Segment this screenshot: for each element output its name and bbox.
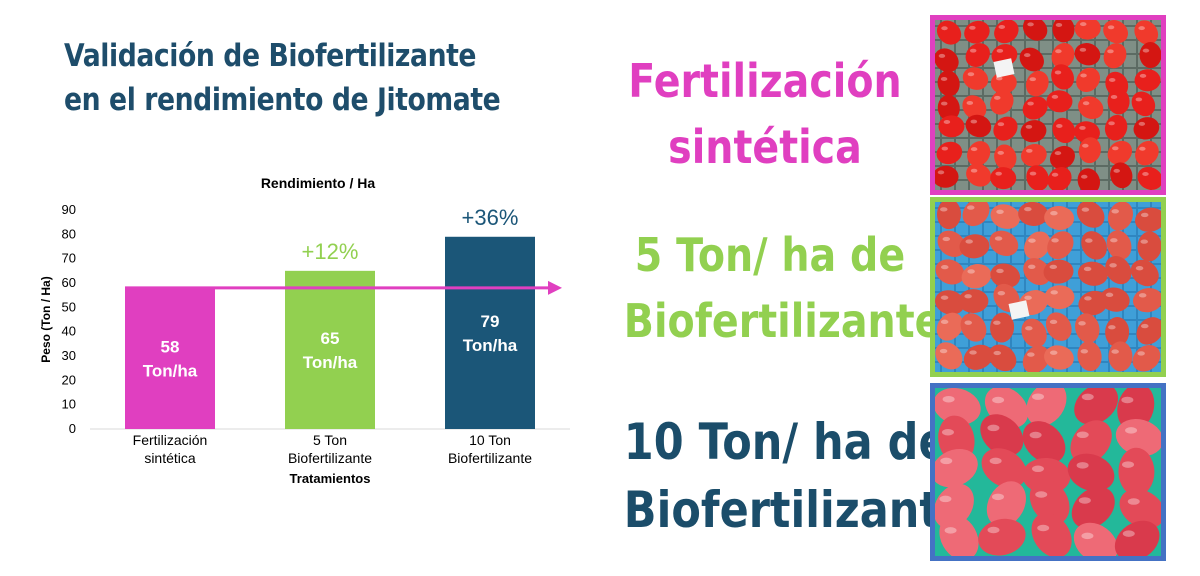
slide-title-line-1: Validación de Biofertilizante — [64, 38, 477, 74]
y-tick-label: 40 — [62, 324, 76, 339]
bar-data-label: 79 — [481, 312, 500, 331]
slide-title-line-2: en el rendimiento de Jitomate — [64, 82, 501, 118]
category-label: 10 Ton — [469, 432, 511, 448]
x-axis-label: Tratamientos — [290, 471, 371, 486]
tomato-photo-illustration — [935, 202, 1161, 372]
bar-data-label: Ton/ha — [143, 361, 198, 380]
photo-tomatoes-on-green-surface — [930, 383, 1166, 561]
yield-bar-chart: Rendimiento / Ha Peso (Ton / Ha) Tratami… — [39, 175, 570, 486]
increase-label: +36% — [462, 205, 519, 230]
increase-label: +12% — [302, 239, 359, 264]
photo-tomatoes-in-blue-crate — [930, 197, 1166, 377]
y-tick-label: 90 — [62, 202, 76, 217]
reference-arrow-head — [548, 280, 562, 295]
y-tick-label: 70 — [62, 251, 76, 266]
bar-data-label: Ton/ha — [303, 353, 358, 372]
tomato-photo-illustration — [935, 388, 1161, 556]
bar — [445, 236, 535, 429]
bar-data-label: Ton/ha — [463, 336, 518, 355]
treatment-label-line: 10 Ton/ ha de — [623, 413, 948, 471]
category-label: 5 Ton — [313, 432, 347, 448]
y-tick-label: 30 — [62, 348, 76, 363]
category-label: Fertilización — [133, 432, 208, 448]
treatment-label-1: Fertilización sintética — [623, 48, 907, 180]
y-tick-label: 80 — [62, 226, 76, 241]
category-label: Biofertilizante — [288, 450, 372, 466]
bar-data-label: 65 — [321, 329, 340, 348]
tomato-photo-illustration — [935, 20, 1161, 190]
treatment-label-line: 5 Ton/ ha de — [634, 228, 906, 282]
treatment-label-2: 5 Ton/ ha de Biofertilizante — [623, 222, 942, 354]
treatment-label-line: Biofertilizante — [623, 481, 970, 539]
slide-title: Validación de Biofertilizante en el rend… — [64, 34, 511, 122]
bar — [285, 270, 375, 429]
y-tick-label: 0 — [69, 421, 76, 436]
bar — [125, 287, 215, 429]
treatment-label-line: Biofertilizante — [623, 294, 942, 348]
category-label: Biofertilizante — [448, 450, 532, 466]
y-tick-label: 50 — [62, 299, 76, 314]
chart-title: Rendimiento / Ha — [261, 175, 376, 191]
treatment-label-line: sintética — [668, 120, 862, 174]
y-tick-label: 10 — [62, 397, 76, 412]
y-tick-label: 20 — [62, 372, 76, 387]
treatment-label-3: 10 Ton/ ha de Biofertilizante — [623, 408, 970, 544]
treatment-label-line: Fertilización — [628, 54, 902, 108]
category-label: sintética — [144, 450, 196, 466]
photo-tomatoes-in-gray-crate — [930, 15, 1166, 195]
y-axis-label: Peso (Ton / Ha) — [39, 276, 53, 362]
y-tick-label: 60 — [62, 275, 76, 290]
bar-data-label: 58 — [161, 337, 180, 356]
